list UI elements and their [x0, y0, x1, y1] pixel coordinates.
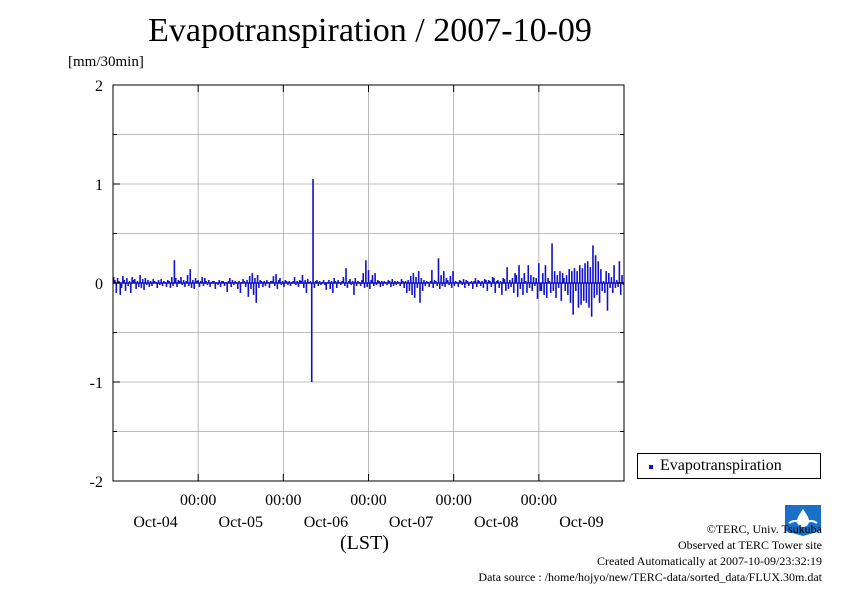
- credit-copyright: ©TERC, Univ. Tsukuba: [706, 522, 822, 536]
- x-date-label: Oct-05: [219, 514, 263, 531]
- x-tick-time-label: 00:00: [265, 492, 301, 509]
- x-date-label: Oct-06: [304, 514, 348, 531]
- x-date-label: Oct-09: [559, 514, 603, 531]
- y-axis-unit: [mm/30min]: [68, 54, 144, 70]
- legend-swatch: [649, 465, 653, 469]
- x-axis-label: (LST): [340, 532, 389, 554]
- y-tick-label: 0: [95, 276, 103, 293]
- legend-label: Evapotranspiration: [660, 457, 782, 474]
- x-tick-time-label: 00:00: [521, 492, 557, 509]
- y-tick-label: -1: [90, 375, 103, 392]
- x-date-label: Oct-04: [133, 514, 177, 531]
- x-tick-time-label: 00:00: [435, 492, 471, 509]
- x-tick-time-label: 00:00: [180, 492, 216, 509]
- terc-logo-icon: [783, 503, 823, 537]
- grid: [113, 85, 624, 481]
- y-axis: 2 1 0 -1 -2: [90, 78, 624, 491]
- x-date-label: Oct-08: [474, 514, 518, 531]
- credit-source: Data source : /home/hojyo/new/TERC-data/…: [478, 570, 822, 584]
- legend: Evapotranspiration: [637, 453, 821, 479]
- y-tick-label: -2: [90, 474, 103, 491]
- y-tick-label: 2: [95, 78, 103, 95]
- chart-title: Evapotranspiration / 2007-10-09: [148, 12, 592, 49]
- credits: ©TERC, Univ. Tsukuba Observed at TERC To…: [478, 521, 822, 585]
- credit-site: Observed at TERC Tower site: [677, 538, 822, 552]
- x-tick-time-label: 00:00: [350, 492, 386, 509]
- y-tick-label: 1: [95, 177, 103, 194]
- series-evapotranspiration: [112, 179, 625, 382]
- credit-created: Created Automatically at 2007-10-09/23:3…: [597, 554, 822, 568]
- x-date-label: Oct-07: [389, 514, 433, 531]
